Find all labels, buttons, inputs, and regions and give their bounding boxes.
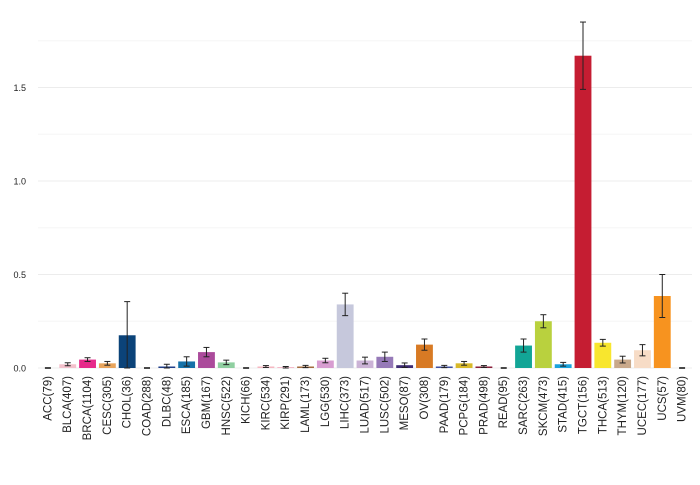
x-tick-label: HNSC(522) xyxy=(221,376,233,436)
error-bar xyxy=(659,274,666,319)
x-tick-label: LUAD(517) xyxy=(360,376,372,434)
error-bar xyxy=(421,338,428,351)
error-bar xyxy=(639,344,646,357)
y-tick-label: 1.0 xyxy=(13,177,26,187)
x-tick-label: ACC(79) xyxy=(42,376,54,421)
error-bars xyxy=(64,21,666,369)
bar xyxy=(515,345,532,368)
x-tick-label: GBM(167) xyxy=(201,376,213,429)
y-tick-label: 0.5 xyxy=(13,270,26,280)
x-tick-label: MESO(87) xyxy=(399,376,411,430)
x-axis: ACC(79) BLCA(407) BRCA(1104) CESC(305) CHOL(… xyxy=(42,376,688,441)
x-tick-label: ESCA(185) xyxy=(181,376,193,434)
error-bar xyxy=(480,365,487,368)
error-bar xyxy=(183,356,190,367)
x-tick-label: UCEC(177) xyxy=(637,376,649,436)
x-tick-label: KIRC(534) xyxy=(260,376,272,430)
error-bar xyxy=(84,357,91,362)
error-bar xyxy=(580,21,586,90)
x-tick-label: COAD(288) xyxy=(142,376,154,436)
error-bar xyxy=(322,357,329,364)
bar xyxy=(198,352,215,368)
y-tick-label: 1.5 xyxy=(13,83,26,93)
error-bar xyxy=(520,338,527,353)
x-tick-label: SKCM(473) xyxy=(538,376,550,436)
x-tick-label: UVM(80) xyxy=(677,376,689,422)
x-tick-label: KIRP(291) xyxy=(280,376,292,430)
error-bar xyxy=(401,362,408,368)
error-bar xyxy=(362,356,368,365)
error-bar xyxy=(124,301,131,369)
y-tick-label: 0.0 xyxy=(13,364,26,374)
x-tick-label: LGG(530) xyxy=(320,376,332,427)
error-bar xyxy=(619,355,626,364)
x-tick-label: LAML(173) xyxy=(300,376,312,433)
x-tick-label: PRAD(498) xyxy=(478,376,490,435)
x-tick-label: STAD(415) xyxy=(558,376,570,433)
error-bar xyxy=(262,365,269,368)
bar xyxy=(316,360,334,368)
error-bar xyxy=(381,351,388,362)
x-tick-label: THYM(120) xyxy=(617,376,629,436)
x-tick-label: UCS(57) xyxy=(657,376,669,421)
y-axis: 0.0 0.5 1.0 1.5 xyxy=(13,83,26,374)
error-bar xyxy=(104,360,111,366)
x-tick-label: OV(308) xyxy=(419,376,431,420)
error-bar xyxy=(560,361,567,367)
bar xyxy=(574,55,592,369)
x-tick-label: THCA(513) xyxy=(597,376,609,434)
x-tick-label: KICH(66) xyxy=(241,376,253,424)
x-tick-label: LIHC(373) xyxy=(340,376,352,429)
error-bar xyxy=(282,366,289,369)
bar xyxy=(416,344,433,368)
x-tick-label: CESC(305) xyxy=(102,376,114,435)
x-tick-label: TGCT(156) xyxy=(578,376,590,434)
x-tick-label: READ(95) xyxy=(498,376,510,429)
error-bar xyxy=(461,360,468,366)
x-tick-label: BLCA(407) xyxy=(62,376,74,433)
error-bar xyxy=(342,292,349,317)
error-bar xyxy=(540,314,547,329)
bar xyxy=(79,359,96,368)
error-bar xyxy=(441,364,448,369)
bar xyxy=(614,359,632,368)
bar xyxy=(634,350,651,368)
bar xyxy=(534,321,552,368)
x-tick-label: LUSC(502) xyxy=(379,376,391,434)
error-bar xyxy=(302,364,309,369)
x-tick-label: SARC(263) xyxy=(518,376,530,435)
error-bar xyxy=(203,346,210,358)
x-tick-label: BRCA(1104) xyxy=(82,376,94,441)
error-bar xyxy=(599,338,606,347)
bar xyxy=(594,342,612,368)
x-tick-label: CHOL(36) xyxy=(122,376,134,429)
bar xyxy=(376,356,394,368)
x-tick-label: DLBC(48) xyxy=(161,376,173,427)
error-bar xyxy=(64,362,71,367)
bar xyxy=(653,296,671,368)
bar xyxy=(217,362,235,368)
error-bar xyxy=(163,363,170,369)
gridlines xyxy=(38,40,692,369)
bar xyxy=(336,304,354,368)
x-tick-label: PAAD(179) xyxy=(439,376,451,433)
error-bar xyxy=(223,359,230,366)
x-tick-label: PCPG(184) xyxy=(459,376,471,436)
